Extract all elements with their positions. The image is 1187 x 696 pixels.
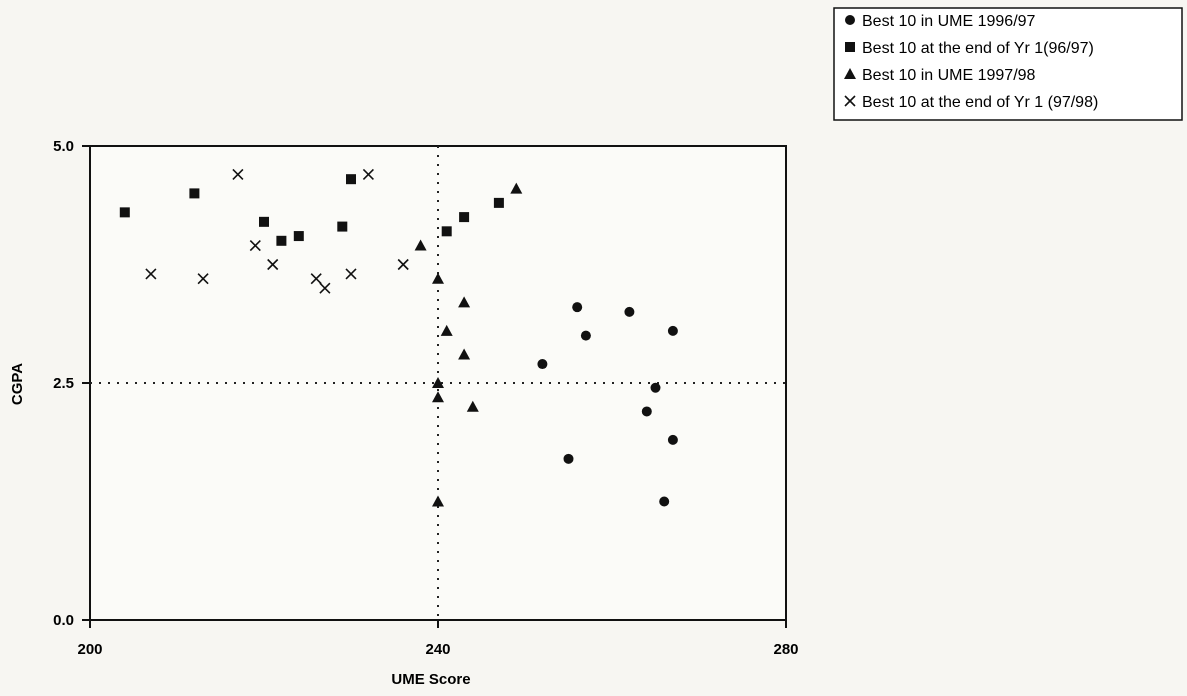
legend-entry-label: Best 10 at the end of Yr 1 (97/98) (862, 94, 1098, 111)
data-point-triangle (432, 391, 444, 403)
data-point-circle (650, 382, 661, 393)
data-point-x (145, 268, 157, 280)
legend-entry-label: Best 10 at the end of Yr 1(96/97) (862, 40, 1094, 57)
y-tick-label: 5.0 (53, 138, 74, 155)
data-point-square (119, 207, 130, 218)
data-point-triangle (432, 272, 444, 284)
data-point-square (346, 174, 356, 185)
data-point-triangle (458, 296, 471, 308)
data-point-x (310, 273, 322, 285)
data-point-x (232, 168, 244, 181)
data-point-circle (563, 453, 574, 464)
data-point-circle (572, 302, 583, 313)
legend-marker-triangle (844, 68, 856, 79)
data-point-square (293, 231, 304, 242)
data-point-x (362, 168, 374, 181)
data-point-square (441, 226, 452, 237)
data-point-triangle (440, 324, 453, 336)
data-point-circle (537, 359, 548, 370)
x-axis-ticks: 200 240 280 (77, 620, 799, 658)
data-point-triangle (432, 377, 444, 388)
data-point-square (337, 221, 348, 232)
y-axis-label: CGPA (9, 363, 26, 405)
legend-box (833, 7, 1183, 121)
legend-marker-x (844, 95, 856, 107)
data-point-triangle (458, 348, 471, 360)
legend-entry-label: Best 10 in UME 1996/97 (862, 13, 1036, 30)
y-axis-ticks: 0.0 2.5 5.0 (53, 138, 90, 629)
x-tick-label: 240 (425, 641, 450, 658)
y-tick-label: 0.0 (53, 612, 74, 629)
data-point-x (249, 239, 261, 252)
data-points (119, 168, 678, 507)
x-tick-label: 200 (77, 641, 102, 658)
data-point-x (197, 273, 209, 285)
data-point-circle (580, 330, 591, 341)
data-point-x (345, 268, 357, 280)
data-point-x (397, 258, 409, 271)
data-point-circle (624, 306, 635, 317)
data-point-square (493, 197, 504, 208)
legend-entry-label: Best 10 in UME 1997/98 (862, 67, 1036, 84)
data-point-x (319, 282, 331, 294)
x-axis-label: UME Score (391, 671, 470, 688)
data-point-triangle (510, 182, 523, 194)
data-point-x (267, 258, 279, 271)
data-point-triangle (432, 495, 444, 507)
data-point-square (459, 212, 470, 223)
data-point-circle (667, 434, 678, 445)
data-point-square (276, 235, 287, 246)
legend: Best 10 in UME 1996/97 Best 10 at the end… (833, 7, 1183, 121)
data-point-circle (667, 325, 678, 336)
data-point-square (259, 216, 269, 227)
legend-marker-circle (845, 15, 855, 25)
x-tick-label: 280 (773, 641, 798, 658)
data-point-triangle (414, 239, 427, 251)
legend-marker-square (845, 42, 855, 52)
data-point-circle (659, 496, 670, 507)
data-point-circle (641, 406, 652, 417)
data-point-square (189, 188, 200, 199)
y-tick-label: 2.5 (53, 375, 74, 392)
data-point-triangle (466, 400, 479, 412)
